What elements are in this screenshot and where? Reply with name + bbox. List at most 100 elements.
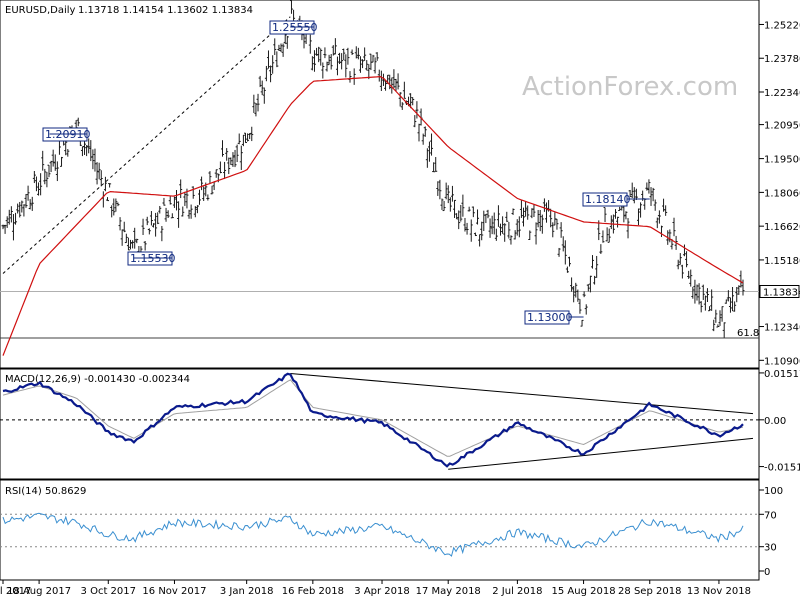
ohlc-bar [266, 50, 270, 69]
ohlc-bar [317, 46, 321, 63]
ohlc-bar [83, 139, 87, 155]
ohlc-bar [400, 102, 404, 110]
ohlc-bar [584, 304, 588, 315]
ohlc-bar [76, 117, 80, 127]
ohlc-bar [476, 209, 480, 225]
ohlc-bar [327, 54, 331, 66]
date-tick-label: 18 Aug 2017 [7, 586, 71, 597]
ohlc-bar [486, 209, 490, 219]
current-price-box [759, 284, 800, 298]
ohlc-bar [557, 247, 561, 257]
ohlc-bar [80, 146, 84, 157]
ohlc-bar [691, 286, 695, 299]
ohlc-bar [438, 179, 442, 200]
ohlc-bar [442, 201, 446, 212]
price-panel-border [0, 0, 760, 369]
ohlc-bar [394, 78, 398, 92]
ohlc-bar [154, 212, 158, 237]
ohlc-bar [162, 197, 166, 206]
ohlc-bar [227, 157, 231, 175]
ohlc-bar [714, 309, 718, 323]
ohlc-bar [536, 209, 540, 228]
ohlc-bar [210, 185, 214, 195]
ohlc-bar [522, 207, 526, 227]
ohlc-bar [728, 297, 732, 313]
ohlc-bar [421, 133, 425, 145]
ohlc-bar [488, 218, 492, 238]
price-annotation: 1.25550 [269, 20, 318, 35]
ohlc-bar [206, 194, 210, 201]
ohlc-bar [567, 256, 571, 267]
ohlc-bar [636, 208, 640, 226]
ohlc-bar [450, 185, 454, 202]
ohlc-bar [64, 139, 68, 156]
ohlc-bar [95, 162, 99, 185]
ohlc-bar [513, 230, 517, 240]
ohlc-bar [99, 170, 103, 187]
ohlc-bar [275, 51, 279, 68]
ohlc-bar [473, 232, 477, 237]
ohlc-bar [45, 171, 49, 188]
chart-ohlc: 1.13718 1.14154 1.13602 1.13834 [78, 5, 253, 16]
ohlc-bar [390, 77, 394, 94]
ohlc-bar [3, 224, 7, 234]
ohlc-bar [229, 157, 233, 165]
ohlc-bar [496, 205, 500, 227]
macd-line [2, 372, 744, 468]
ohlc-bar [342, 48, 346, 60]
ohlc-bar [440, 198, 444, 210]
ohlc-bar [195, 205, 199, 214]
ohlc-bar [601, 230, 605, 243]
ohlc-bar [24, 193, 28, 208]
ohlc-bar [509, 235, 513, 245]
ohlc-bar [413, 115, 417, 128]
ohlc-bar [93, 148, 97, 172]
ohlc-bar [381, 73, 385, 86]
ohlc-bar [622, 203, 626, 223]
ohlc-bar [172, 196, 176, 208]
ohlc-bar [175, 190, 179, 211]
watermark: ActionForex.com [522, 72, 738, 102]
ohlc-bar [588, 275, 592, 293]
ohlc-bar [191, 186, 195, 199]
current-price-label: 1.13834 [763, 287, 800, 298]
rsi-title: RSI(14) 50.8629 [5, 486, 86, 497]
chart-symbol: EURUSD,Daily [5, 5, 76, 16]
date-tick-label: 25 Jul 2017 [0, 586, 31, 597]
ohlc-bar [108, 183, 112, 188]
ohlc-bar [455, 213, 459, 220]
ohlc-bar [28, 199, 32, 210]
ohlc-bar [53, 154, 57, 171]
ohlc-bar [672, 217, 676, 237]
ohlc-bar [494, 228, 498, 241]
rsi-tick-label: 30 [764, 543, 777, 554]
ohlc-bar [358, 56, 362, 73]
ohlc-bar [605, 227, 609, 242]
ohlc-bar [22, 204, 26, 217]
ohlc-bar [647, 179, 651, 194]
ohlc-bar [273, 38, 277, 56]
ohlc-bar [392, 69, 396, 88]
ohlc-bar [269, 65, 273, 83]
ohlc-bar [373, 57, 377, 74]
ohlc-bar [484, 213, 488, 224]
ohlc-bar [645, 182, 649, 191]
ohlc-bar [613, 209, 617, 219]
ohlc-bar [461, 194, 465, 217]
ohlc-bar [183, 191, 187, 206]
ohlc-bar [436, 181, 440, 196]
ohlc-bar [710, 289, 714, 311]
ohlc-bar [346, 47, 350, 65]
ohlc-bar [252, 94, 256, 113]
price-annotation: 1.15530 [127, 251, 176, 266]
ohlc-bar [97, 162, 101, 180]
macd-tick-label: 0.015178 [764, 369, 800, 380]
ohlc-bar [179, 179, 183, 199]
ohlc-bar [181, 206, 185, 217]
price-levels [0, 290, 759, 339]
ohlc-bar [350, 49, 354, 55]
ohlc-bar [18, 201, 22, 218]
ohlc-bar [718, 310, 722, 326]
ohlc-bar [5, 216, 9, 228]
